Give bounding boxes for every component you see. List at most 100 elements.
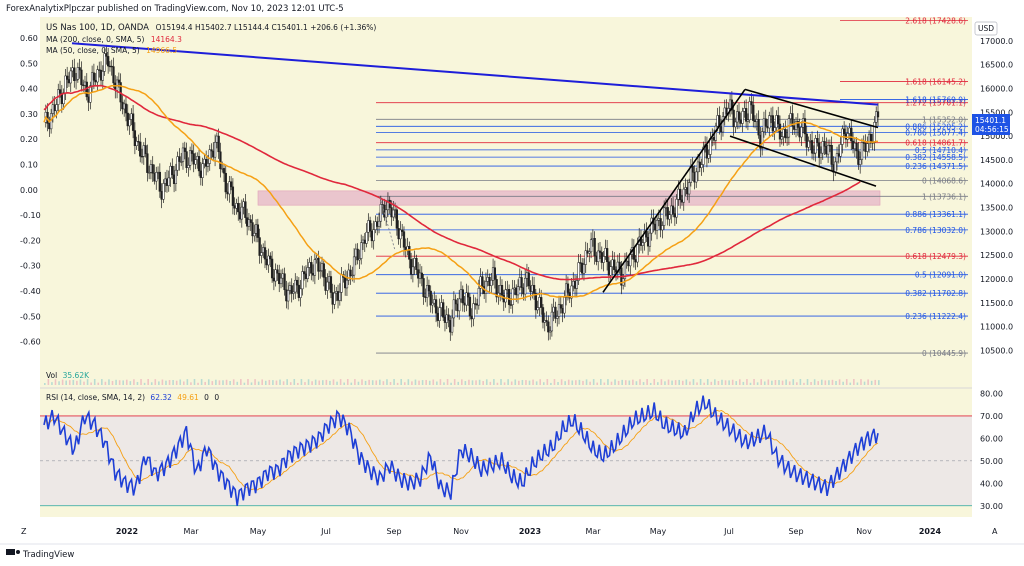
volume-bar (714, 379, 716, 385)
volume-bar (510, 381, 513, 385)
corner-right-label[interactable]: A (992, 527, 998, 536)
candle-body (732, 109, 735, 128)
candle-body (117, 79, 120, 83)
candle-body (572, 280, 575, 287)
volume-bar (706, 379, 709, 385)
volume-bar (831, 379, 834, 385)
candle-body (855, 142, 858, 152)
price-tick-label: 11500.0 (980, 299, 1013, 308)
volume-bar (785, 379, 787, 385)
fib-lower-level-label: 0 (10445.9) (922, 349, 966, 358)
x-tick-label: 2022 (116, 527, 138, 536)
candle-body (67, 79, 71, 84)
symbol-name-text: US Nas 100, 1D, OANDA (46, 23, 149, 33)
candle-body (351, 274, 354, 277)
candle-body (563, 297, 566, 314)
candle-body (196, 156, 199, 160)
volume-bar (799, 379, 802, 385)
candle-body (156, 171, 160, 174)
candle-body (71, 67, 74, 72)
volume-bar (692, 379, 695, 385)
candle-body (190, 150, 194, 154)
volume-bar (525, 380, 527, 385)
volume-bar (518, 380, 520, 385)
candle-body (320, 263, 324, 271)
candle-body (226, 191, 229, 195)
candle-body (538, 297, 541, 308)
ma200-label: MA (200, close, 0, SMA, 5) (46, 35, 145, 44)
price-tick-label: 16000.0 (980, 84, 1013, 93)
volume-bar (439, 379, 442, 385)
candle-body (279, 277, 283, 285)
ma200-line (43, 84, 861, 281)
candle-body (178, 156, 181, 162)
volume-bar (257, 381, 260, 385)
volume-bar (849, 382, 852, 385)
candle-body (48, 123, 51, 130)
volume-bar (763, 381, 766, 385)
candle-body (684, 187, 687, 190)
candle-body (377, 220, 381, 227)
candle-body (149, 164, 153, 173)
publisher-line: ForexAnalytixPlpczar published on Tradin… (6, 4, 344, 14)
candle-body (664, 207, 668, 209)
volume-bar (792, 379, 795, 385)
candle-body (559, 304, 562, 309)
candle-body (92, 72, 96, 81)
candle-body (579, 262, 582, 264)
volume-bar (646, 379, 648, 385)
candle-body (491, 267, 495, 281)
volume-bar (468, 379, 470, 385)
corner-left-label[interactable]: Z (21, 527, 27, 536)
candle-body (659, 218, 662, 231)
fib-lower-level-label: 0.382 (11702.8) (905, 289, 966, 298)
candle-body (322, 263, 325, 278)
fib-upper-level-label: 0 (14068.6) (922, 176, 966, 185)
candle-body (126, 112, 129, 127)
volume-bar (443, 382, 445, 385)
candle-body (96, 69, 99, 83)
candle-body (311, 273, 315, 276)
volume-bar (535, 381, 538, 385)
candle-body (550, 311, 554, 332)
volume-bar (817, 381, 820, 385)
candle-body (818, 142, 821, 158)
candle-body (229, 181, 233, 188)
volume-bar (724, 380, 727, 385)
candle-body (755, 119, 758, 122)
price-tick-label: 13500.0 (980, 204, 1013, 213)
candle-body (595, 255, 598, 262)
candle-body (465, 292, 468, 306)
candle-body (680, 199, 684, 203)
candle-body (581, 262, 584, 274)
candle-body (593, 238, 596, 257)
candle-body (336, 291, 340, 301)
volume-bar (478, 379, 481, 385)
candle-body (787, 118, 791, 138)
candle-body (281, 273, 284, 279)
candle-body (468, 296, 472, 317)
candle-body (283, 273, 286, 291)
candle-body (768, 115, 771, 129)
volume-bar (767, 379, 770, 385)
price-tick-label: 11000.0 (980, 323, 1013, 332)
candle-body (335, 291, 338, 294)
candle-body (258, 237, 261, 256)
tradingview-logo-mark (6, 549, 15, 555)
candle-body (842, 128, 846, 134)
candle-body (851, 140, 855, 150)
candle-body (604, 248, 607, 257)
candle-body (766, 126, 769, 129)
candle-body (543, 320, 546, 323)
candle-body (655, 220, 659, 231)
candle-body (402, 231, 406, 248)
candle-body (181, 147, 185, 162)
candle-body (495, 279, 498, 298)
volume-bar (147, 379, 149, 385)
currency-badge[interactable] (974, 21, 998, 36)
candle-body (748, 101, 751, 121)
price-badge-value: 15401.1 (975, 116, 1006, 125)
candle-body (372, 229, 375, 242)
candle-body (174, 169, 178, 184)
volume-bar (639, 379, 641, 385)
